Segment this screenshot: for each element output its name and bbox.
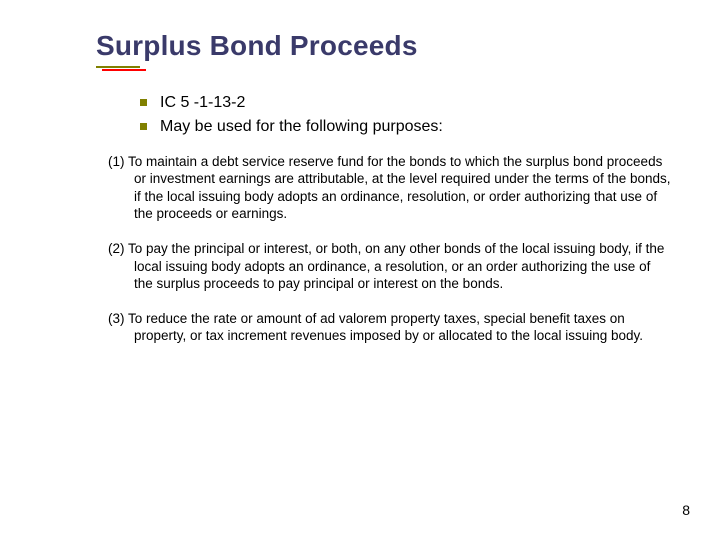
item-text: To maintain a debt service reserve fund … [128, 154, 671, 221]
title-block: Surplus Bond Proceeds [96, 30, 672, 62]
bullet-list: IC 5 -1-13-2 May be used for the followi… [140, 92, 672, 137]
slide-title: Surplus Bond Proceeds [96, 30, 672, 62]
numbered-item: (2) To pay the principal or interest, or… [96, 240, 672, 292]
slide-content: IC 5 -1-13-2 May be used for the followi… [96, 92, 672, 345]
item-number: (1) [108, 154, 128, 169]
slide: Surplus Bond Proceeds IC 5 -1-13-2 May b… [0, 0, 720, 540]
rule-olive [96, 66, 140, 68]
item-text: To pay the principal or interest, or bot… [128, 241, 664, 291]
bullet-text: IC 5 -1-13-2 [160, 94, 245, 111]
list-item: May be used for the following purposes: [140, 116, 672, 138]
list-item: IC 5 -1-13-2 [140, 92, 672, 114]
page-number: 8 [682, 502, 690, 518]
item-number: (2) [108, 241, 128, 256]
bullet-text: May be used for the following purposes: [160, 118, 443, 135]
rule-red [102, 69, 146, 71]
square-bullet-icon [140, 99, 147, 106]
title-underline [96, 66, 146, 71]
numbered-item: (1) To maintain a debt service reserve f… [96, 153, 672, 222]
square-bullet-icon [140, 123, 147, 130]
item-text: To reduce the rate or amount of ad valor… [128, 311, 643, 343]
numbered-item: (3) To reduce the rate or amount of ad v… [96, 310, 672, 345]
item-number: (3) [108, 311, 128, 326]
